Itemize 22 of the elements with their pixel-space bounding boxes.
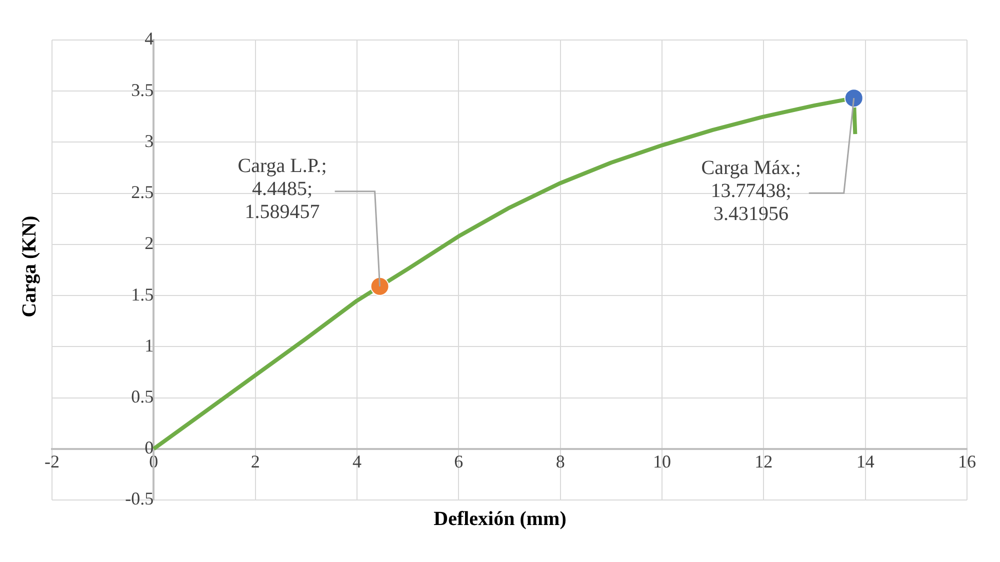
y-tick-label: 2.5 — [131, 182, 154, 202]
y-tick-label: 1 — [144, 335, 154, 356]
y-tick-label: 2 — [144, 233, 154, 254]
annotation: Carga Máx.; 13.77438; 3.431956 — [701, 156, 801, 225]
y-tick-label: 3 — [144, 130, 154, 151]
x-tick-label: 12 — [754, 451, 773, 472]
y-tick-label: 3.5 — [131, 80, 154, 100]
x-axis-title: Deflexión (mm) — [432, 508, 568, 531]
x-tick-label: 8 — [556, 451, 565, 472]
x-tick-label: 4 — [352, 451, 362, 472]
y-tick-label: -0.5 — [125, 488, 154, 509]
y-tick-label: 1.5 — [131, 284, 154, 304]
x-tick-label: 14 — [856, 451, 874, 472]
x-tick-label: -2 — [44, 451, 60, 472]
x-tick-label: 16 — [958, 451, 976, 472]
annotation: Carga L.P.; 4.4485; 1.589457 — [238, 155, 327, 224]
x-tick-label: 6 — [454, 451, 464, 472]
y-axis-title: Carga (KN) — [18, 214, 42, 320]
y-tick-label: 0.5 — [131, 386, 154, 407]
x-tick-label: 10 — [653, 451, 671, 472]
x-tick-label: 2 — [250, 451, 260, 472]
y-tick-label: 4 — [144, 28, 154, 49]
